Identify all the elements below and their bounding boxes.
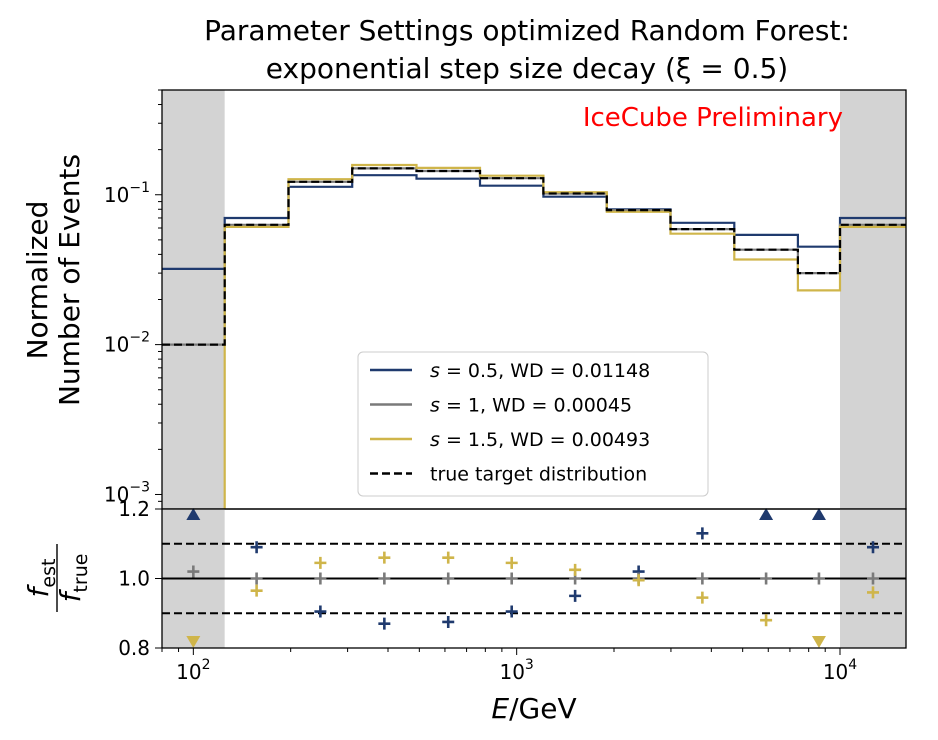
- ratio-point: [442, 551, 455, 564]
- ratio-point: [760, 614, 773, 627]
- main-shaded-region: [162, 90, 225, 509]
- ratio-overflow-up-marker: [186, 508, 201, 520]
- ratio-point: [867, 586, 880, 599]
- ratio-point: [867, 572, 880, 585]
- ratio-point: [442, 615, 455, 628]
- x-tick-label: 102: [176, 657, 210, 684]
- ratio-point: [812, 572, 825, 585]
- legend-label-2: s = 1.5, WD = 0.00493: [430, 429, 650, 451]
- ratio-point: [378, 617, 391, 630]
- chart-title-line2: exponential step size decay (ξ = 0.5): [266, 52, 788, 85]
- ratio-point: [250, 584, 263, 597]
- ratio-axes-frame: [161, 508, 907, 649]
- ratio-y-tick-label: 1.2: [118, 497, 150, 521]
- ratio-point: [569, 589, 582, 602]
- watermark-text: IceCube Preliminary: [583, 103, 843, 133]
- ratio-point: [569, 563, 582, 576]
- ratio-overflow-down-marker: [811, 636, 826, 648]
- ratio-point: [696, 527, 709, 540]
- ratio-y-tick-label: 0.8: [118, 636, 150, 660]
- ratio-panel: 0.8 1.0 1.2 102 103 104: [118, 497, 907, 684]
- ratio-point: [314, 605, 327, 618]
- y-axis-label-line1: Normalized: [21, 201, 54, 360]
- main-shaded-regions: [162, 90, 906, 509]
- main-panel: IceCube Preliminary 10−1 10−2 10−3: [104, 89, 907, 510]
- ratio-y-ticks: 0.8 1.0 1.2: [118, 497, 162, 660]
- ratio-point: [696, 572, 709, 585]
- ratio-point: [250, 541, 263, 554]
- x-ticks: 102 103 104: [161, 648, 857, 684]
- main-series-lines: [162, 163, 906, 509]
- main-y-tick-label: 10−1: [104, 180, 150, 207]
- ratio-point: [867, 541, 880, 554]
- main-y-axis-label: Normalized Number of Events: [21, 154, 86, 406]
- ratio-point: [314, 572, 327, 585]
- ratio-point: [378, 572, 391, 585]
- ratio-point: [505, 556, 518, 569]
- main-shaded-region: [840, 90, 906, 509]
- ratio-point: [632, 574, 645, 587]
- ratio-ylabel-num-sub: est: [38, 559, 60, 588]
- ratio-point: [760, 572, 773, 585]
- ratio-point: [505, 605, 518, 618]
- main-y-tick-label: 10−2: [104, 330, 150, 357]
- ratio-point: [696, 591, 709, 604]
- legend-frame: [357, 351, 709, 497]
- series-line-1: [162, 167, 906, 346]
- ratio-point: [505, 572, 518, 585]
- legend-label-1: s = 1, WD = 0.00045: [430, 395, 632, 417]
- ratio-ylabel-den-sub: true: [70, 554, 92, 593]
- ratio-y-axis-label: fest ftrue: [22, 544, 92, 612]
- main-y-tick-label: 10−3: [104, 479, 150, 506]
- ratio-overflow-up-marker: [811, 508, 826, 520]
- series-line-3: [162, 167, 906, 346]
- ratio-overflow-down-marker: [186, 636, 201, 648]
- chart-title-line1: Parameter Settings optimized Random Fore…: [204, 14, 850, 47]
- x-tick-label: 103: [499, 657, 533, 684]
- x-axis-label-unit: /GeV: [509, 692, 577, 725]
- ratio-point: [442, 572, 455, 585]
- y-axis-label-line2: Number of Events: [53, 154, 86, 406]
- ratio-points: [186, 508, 880, 648]
- ratio-point: [314, 556, 327, 569]
- ratio-y-tick-label: 1.0: [118, 567, 150, 591]
- series-line-0: [162, 174, 906, 270]
- x-tick-label: 104: [823, 657, 857, 684]
- x-axis-label: E/GeV: [491, 692, 576, 725]
- svg-text:fest: fest: [22, 559, 60, 598]
- legend-label-3: true target distribution: [430, 464, 647, 486]
- legend: s = 0.5, WD = 0.01148 s = 1, WD = 0.00045…: [357, 351, 709, 497]
- ratio-overflow-up-marker: [759, 508, 774, 520]
- ratio-point: [378, 551, 391, 564]
- ratio-point: [250, 572, 263, 585]
- main-y-ticks: 10−1 10−2 10−3: [104, 89, 162, 510]
- ratio-point: [187, 565, 200, 578]
- legend-label-0: s = 0.5, WD = 0.01148: [430, 360, 650, 382]
- x-axis-label-var: E: [491, 692, 509, 725]
- ratio-reference-lines: [162, 542, 906, 615]
